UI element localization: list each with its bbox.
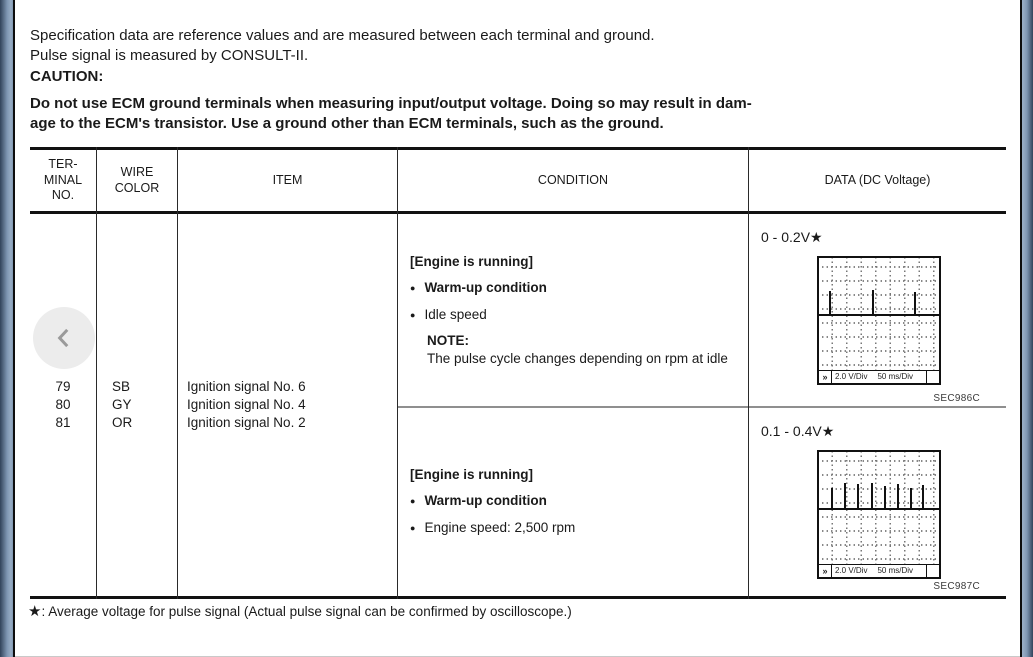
pulse-spike	[871, 290, 874, 316]
cell-terminal-numbers: 79 80 81	[30, 214, 96, 596]
caution-heading: CAUTION:	[30, 68, 104, 85]
column-divider	[397, 147, 398, 599]
terminal-no: 80	[55, 397, 71, 412]
terminal-no: 81	[55, 415, 71, 430]
cell-condition-2500rpm: [Engine is running] ● Warm-up condition …	[398, 408, 748, 596]
oscilloscope-baseline	[819, 508, 939, 510]
cell-items: Ignition signal No. 6 Ignition signal No…	[178, 214, 397, 596]
window-edge-right	[1022, 0, 1033, 657]
pulse-spike	[831, 488, 833, 510]
item-label: Ignition signal No. 2	[187, 415, 306, 430]
condition-bullet-label: Engine speed: 2,500 rpm	[424, 520, 576, 535]
double-arrow-icon: »	[819, 565, 832, 577]
condition-bullet: ● Idle speed	[410, 306, 748, 325]
scale-end-box	[926, 565, 939, 577]
star-icon: ★	[810, 229, 823, 245]
oscilloscope-scale-bar: » 2.0 V/Div 50 ms/Div	[819, 370, 939, 383]
pulse-spike	[884, 486, 887, 510]
column-divider	[748, 147, 749, 599]
chevron-left-icon	[51, 325, 77, 351]
bullet-icon: ●	[410, 496, 416, 506]
cell-data-idle: 0 - 0.2V★ » 2.0 V/Div 50 ms/Div SEC986C	[749, 214, 1006, 406]
item-label: Ignition signal No. 6	[187, 379, 306, 394]
pulse-spike	[909, 488, 912, 510]
note-text: The pulse cycle changes depending on rpm…	[427, 350, 728, 366]
caution-text: Do not use ECM ground terminals when mea…	[30, 95, 752, 132]
terminal-no: 79	[55, 379, 71, 394]
voltage-value: 0 - 0.2V	[761, 229, 811, 245]
oscilloscope-grid	[819, 452, 939, 564]
header-item: ITEM	[272, 172, 303, 187]
table-rule-header	[30, 211, 1006, 214]
spec-intro-line2: Pulse signal is measured by CONSULT-II.	[30, 47, 309, 64]
bullet-icon: ●	[410, 309, 416, 320]
cell-data-2500rpm: 0.1 - 0.4V★ » 2.0 V/Div 50 ms/Div SEC987…	[749, 408, 1006, 596]
figure-code: SEC986C	[933, 393, 980, 404]
scale-end-box	[926, 371, 939, 383]
header-condition: CONDITION	[537, 172, 609, 187]
oscilloscope-grid	[819, 258, 939, 370]
note-heading: NOTE:	[427, 332, 469, 348]
pulse-spike	[871, 483, 874, 510]
previous-page-button[interactable]	[33, 307, 95, 369]
cell-condition-idle: [Engine is running] ● Warm-up condition …	[398, 214, 748, 406]
footnote-text: : Average voltage for pulse signal (Actu…	[41, 604, 572, 619]
column-divider	[177, 147, 178, 599]
pulse-spike	[857, 484, 860, 510]
column-divider	[96, 147, 97, 599]
pulse-spike	[913, 292, 916, 316]
star-icon: ★	[28, 603, 42, 620]
table-rule-bottom	[30, 596, 1006, 599]
pulse-spike	[828, 291, 831, 316]
time-per-div: 50 ms/Div	[877, 566, 914, 575]
condition-bullet-label: Idle speed	[424, 306, 487, 322]
star-icon: ★	[821, 423, 835, 439]
voltage-value: 0.1 - 0.4V	[761, 423, 822, 439]
condition-bullet-label: Warm-up condition	[424, 279, 547, 295]
figure-code: SEC987C	[933, 581, 980, 592]
pulse-spike	[897, 484, 899, 510]
volts-per-div: 2.0 V/Div	[835, 372, 868, 381]
time-per-div: 50 ms/Div	[877, 372, 914, 381]
pulse-spike	[843, 483, 846, 510]
star-footnote: ★: Average voltage for pulse signal (Act…	[28, 602, 572, 620]
condition-bullet: ● Engine speed: 2,500 rpm	[410, 519, 748, 538]
condition-state: [Engine is running]	[410, 253, 533, 269]
header-wire-color: WIRE COLOR	[114, 165, 160, 195]
condition-state: [Engine is running]	[410, 467, 533, 482]
condition-note: NOTE: The pulse cycle changes depending …	[427, 332, 748, 368]
wire-color: GY	[112, 397, 132, 412]
page-border-right	[1020, 0, 1022, 657]
double-arrow-icon: »	[819, 371, 832, 383]
terminal-spec-table: TER- MINAL NO. WIRE COLOR ITEM CONDITION…	[30, 147, 1006, 599]
oscilloscope-scale-bar: » 2.0 V/Div 50 ms/Div	[819, 564, 939, 577]
page-border-left	[13, 0, 15, 657]
condition-bullet: ● Warm-up condition	[410, 279, 748, 298]
bullet-icon: ●	[410, 282, 416, 293]
wire-color: OR	[112, 415, 133, 430]
bullet-icon: ●	[410, 523, 416, 533]
header-data: DATA (DC Voltage)	[824, 172, 931, 187]
spec-intro: Specification data are reference values …	[30, 26, 655, 66]
header-terminal-no: TER- MINAL NO.	[43, 157, 83, 203]
window-edge-left	[0, 0, 13, 657]
oscilloscope-figure: » 2.0 V/Div 50 ms/Div	[817, 256, 941, 385]
item-label: Ignition signal No. 4	[187, 397, 306, 412]
condition-bullet-label: Warm-up condition	[424, 493, 547, 508]
voltage-range: 0.1 - 0.4V★	[761, 422, 1006, 440]
table-subrow-divider	[397, 406, 1006, 408]
condition-bullet: ● Warm-up condition	[410, 492, 748, 511]
volts-per-div: 2.0 V/Div	[835, 566, 868, 575]
cell-wire-colors: SB GY OR	[97, 214, 177, 596]
spec-intro-line1: Specification data are reference values …	[30, 27, 655, 44]
voltage-range: 0 - 0.2V★	[761, 228, 1006, 246]
oscilloscope-figure: » 2.0 V/Div 50 ms/Div	[817, 450, 941, 579]
pulse-spike	[922, 485, 925, 510]
table-rule-top	[30, 147, 1006, 150]
wire-color: SB	[112, 379, 131, 394]
oscilloscope-baseline	[819, 314, 939, 316]
